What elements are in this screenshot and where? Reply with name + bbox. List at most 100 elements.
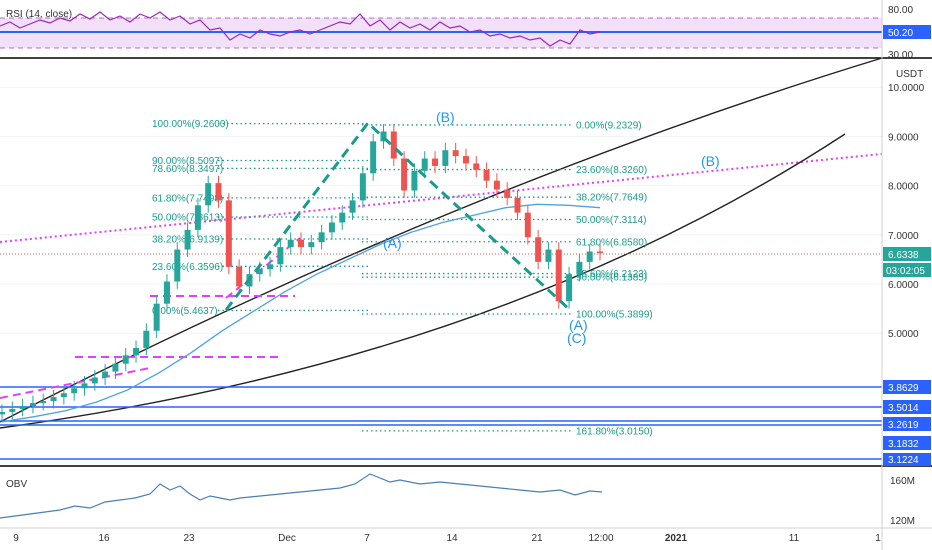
wave-count-line bbox=[224, 120, 572, 312]
candle-body bbox=[380, 131, 387, 142]
support-lines bbox=[0, 386, 882, 460]
rsi-value-tag bbox=[883, 25, 931, 39]
candle-body bbox=[91, 377, 98, 384]
wave-label: (C) bbox=[567, 330, 586, 346]
candle-body bbox=[194, 205, 201, 230]
price-axis[interactable]: 80.00 50.20 30.00 USDT 10.0000 9.0000 8.00… bbox=[881, 0, 931, 550]
price-tick-label: 8.0000 bbox=[888, 182, 919, 193]
candle-body bbox=[535, 237, 542, 262]
candle-body bbox=[401, 158, 408, 191]
fib-right-label: 38.20%(7.7649) bbox=[576, 193, 647, 204]
fib-right-label: 100.00%(5.3899) bbox=[576, 310, 653, 321]
price-tick-label: 9.0000 bbox=[888, 132, 919, 143]
candle-body bbox=[349, 200, 356, 213]
obv-axis-tick: 160M bbox=[890, 476, 915, 487]
rsi-pane: RSI (14, close) bbox=[0, 9, 882, 49]
rsi-value-label: 50.20 bbox=[888, 28, 913, 39]
dashed-trend bbox=[225, 237, 301, 299]
fib-right-label: 0.00%(9.2329) bbox=[576, 120, 642, 131]
countdown-tag bbox=[883, 263, 931, 277]
candle-body bbox=[133, 347, 140, 356]
candle-body bbox=[236, 266, 243, 287]
candle-body bbox=[163, 281, 170, 304]
candle-body bbox=[524, 212, 531, 238]
currency-label: USDT bbox=[896, 69, 923, 80]
candle-body bbox=[112, 363, 119, 372]
candle-body bbox=[339, 212, 346, 223]
fib-left-label: 50.00%(7.3613) bbox=[152, 213, 223, 224]
lower-channel-curve bbox=[0, 133, 846, 429]
candle-body bbox=[504, 189, 511, 198]
candle-body bbox=[473, 163, 480, 170]
wave-label: (A) bbox=[383, 235, 402, 251]
candle-body bbox=[60, 393, 67, 398]
candle-body bbox=[370, 141, 377, 174]
candle-body bbox=[432, 158, 439, 166]
candle-body bbox=[597, 251, 603, 254]
support-tag-label: 3.8629 bbox=[888, 383, 919, 394]
fib-left-label: 23.60%(6.3596) bbox=[152, 262, 223, 273]
price-pane[interactable]: 100.00%(9.2600) 90.00%(8.5097)78.60%(8.34… bbox=[0, 57, 883, 460]
candle-body bbox=[122, 355, 129, 364]
time-tick: 14 bbox=[446, 533, 458, 544]
time-tick: 21 bbox=[531, 533, 543, 544]
time-tick: 16 bbox=[98, 533, 110, 544]
candle-body bbox=[215, 183, 222, 201]
candle-body bbox=[29, 403, 36, 407]
candle-body bbox=[184, 229, 191, 250]
rsi-axis-tick: 30.00 bbox=[888, 50, 913, 61]
rsi-label: RSI (14, close) bbox=[6, 9, 72, 20]
candle-body bbox=[318, 232, 325, 243]
candle-body bbox=[545, 249, 552, 262]
time-tick: Dec bbox=[278, 533, 296, 544]
support-tag-label: 3.1832 bbox=[888, 439, 919, 450]
candle-body bbox=[277, 247, 284, 265]
support-tag bbox=[883, 417, 931, 431]
candle-body bbox=[555, 249, 562, 302]
countdown-label: 03:02:05 bbox=[886, 266, 925, 277]
support-tag bbox=[883, 400, 931, 414]
fib-left-label: 90.00%(8.5097) bbox=[152, 156, 223, 167]
candle-body bbox=[102, 371, 109, 378]
support-tags: 3.8629 3.5014 3.2619 3.1832 3.1224 bbox=[883, 380, 931, 466]
support-tag-label: 3.2619 bbox=[888, 420, 919, 431]
candle-body bbox=[576, 261, 583, 275]
obv-axis-tick: 120M bbox=[890, 516, 915, 527]
fib-left-label: 100.00%(9.2600) bbox=[152, 119, 229, 130]
candle-body bbox=[9, 408, 16, 412]
fib-right-label: 78.60%(6.2123) bbox=[576, 269, 647, 280]
obv-label: OBV bbox=[6, 479, 27, 490]
time-tick: 12:00 bbox=[588, 533, 613, 544]
candle-body bbox=[483, 169, 490, 181]
support-tag bbox=[883, 453, 931, 466]
candle-body bbox=[493, 180, 500, 190]
candle-body bbox=[411, 170, 418, 191]
time-tick: 1 bbox=[875, 533, 881, 544]
candle-body bbox=[442, 150, 449, 166]
fib-extension-right: 0.00%(9.2329) 23.60%(8.3260) 38.20%(7.7649… bbox=[362, 120, 653, 437]
candle-body bbox=[81, 383, 88, 389]
time-tick: 11 bbox=[789, 533, 800, 544]
fib-right-label: 23.60%(8.3260) bbox=[576, 165, 647, 176]
candle-body bbox=[40, 401, 47, 404]
price-tick-label: 5.0000 bbox=[888, 329, 919, 340]
candle-body bbox=[514, 197, 521, 213]
wave-label: (B) bbox=[701, 153, 720, 169]
support-tag bbox=[883, 380, 931, 394]
fib-left-label: 0.00%(5.4637) bbox=[152, 306, 218, 317]
candle-body bbox=[71, 388, 78, 394]
time-tick: 7 bbox=[364, 533, 370, 544]
candle-body bbox=[328, 222, 335, 233]
obv-pane: OBV bbox=[0, 473, 603, 519]
wave-label: (A) bbox=[569, 317, 588, 333]
candle-body bbox=[205, 183, 212, 206]
magenta-dashed-lines bbox=[0, 237, 301, 399]
price-ticks: 10.0000 9.0000 8.0000 7.0000 6.0000 5.0000 bbox=[888, 83, 925, 340]
candle-body bbox=[287, 239, 294, 248]
fib-right-label: 61.80%(6.8580) bbox=[576, 237, 647, 248]
candle-body bbox=[452, 150, 459, 157]
time-axis[interactable]: 9 16 23 Dec 7 14 21 12:00 2021 11 1 bbox=[0, 527, 932, 544]
fib-left-label: 61.80%(7.7498) bbox=[152, 193, 223, 204]
last-price-label: 6.6338 bbox=[888, 250, 919, 261]
